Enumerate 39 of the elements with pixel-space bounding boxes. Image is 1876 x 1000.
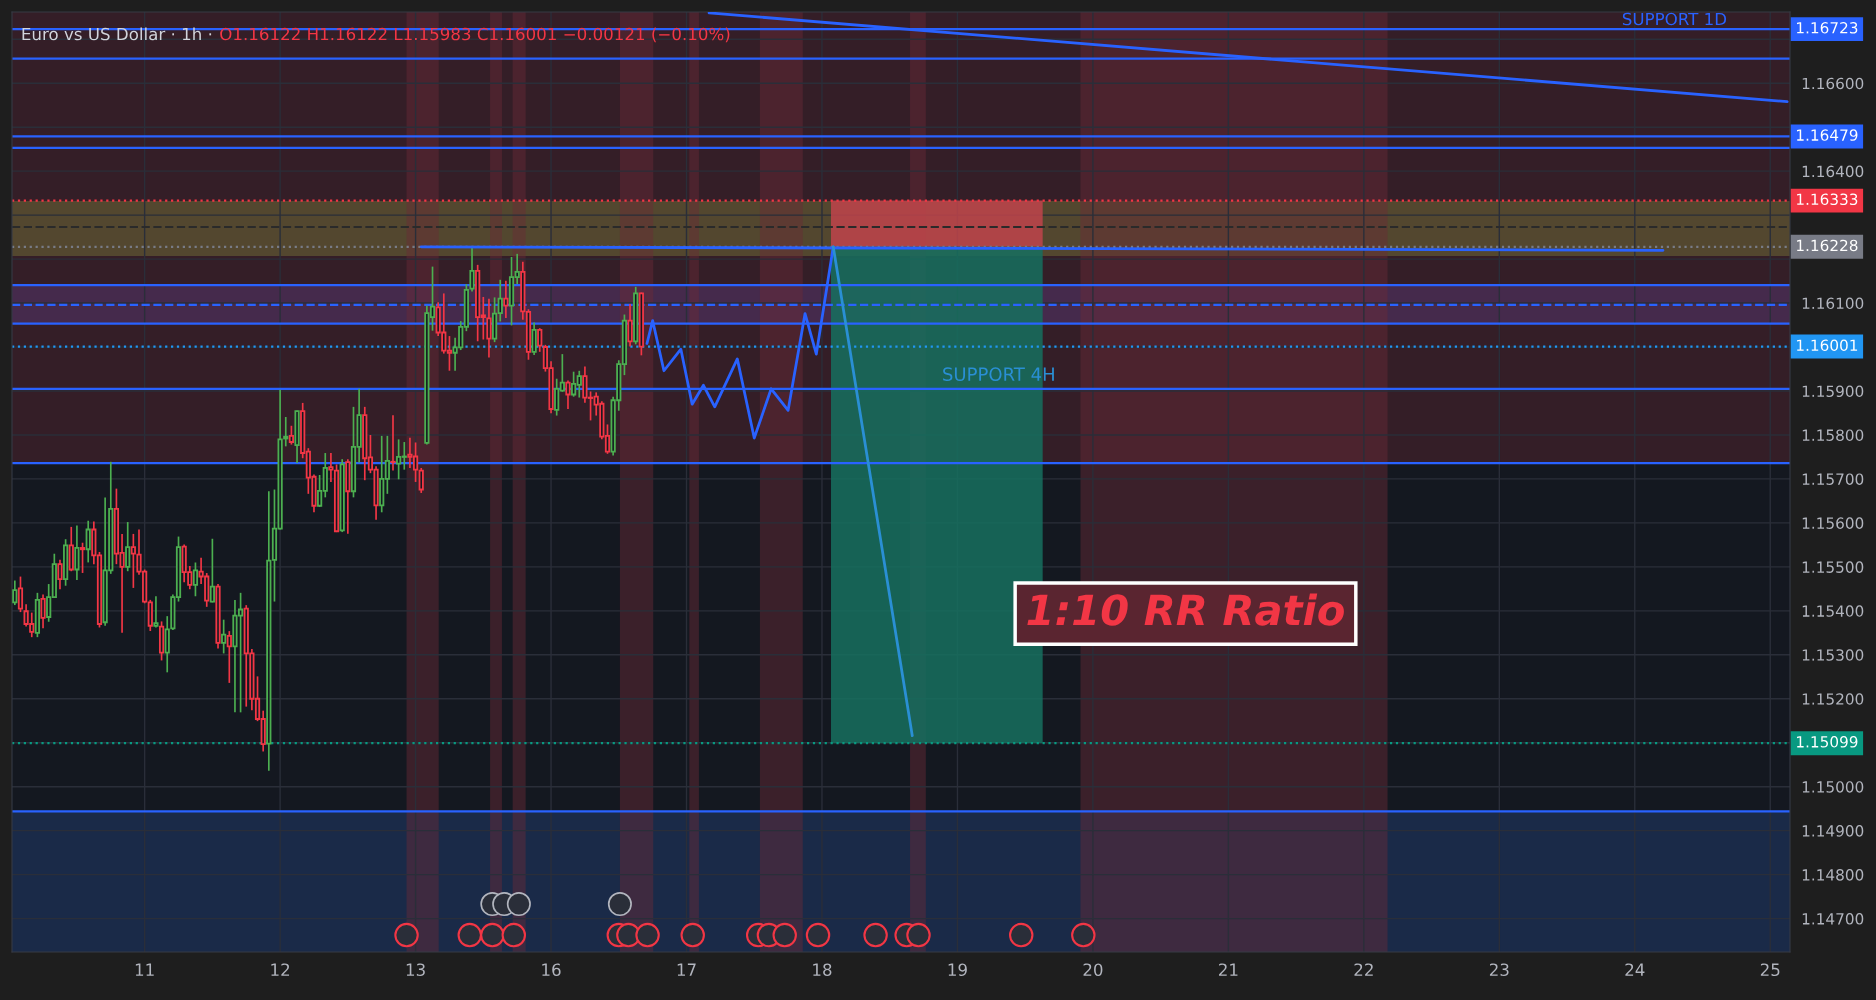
y-tick-label: 1.15400 <box>1802 605 1864 617</box>
x-tick-label: 22 <box>1354 963 1373 976</box>
y-tick-label: 1.15700 <box>1802 473 1864 485</box>
x-tick-label: 18 <box>813 963 832 977</box>
x-tick-label: 17 <box>677 963 696 976</box>
text: Euro vs US Dollar · 1h · <box>22 27 212 41</box>
x-tick-label: 19 <box>948 963 967 977</box>
y-tick-label: 1.16100 <box>1802 297 1864 310</box>
annotation: 1:10 RR Ratio <box>1027 593 1344 626</box>
x-tick-label: 21 <box>1218 963 1238 976</box>
annotation: SUPPORT 1D <box>1622 12 1727 26</box>
ref-line-label: 1.16228 <box>1797 239 1858 252</box>
ref-line-label: 1.16479 <box>1797 129 1858 141</box>
x-tick-label: 23 <box>1489 963 1509 977</box>
x-tick-label: 24 <box>1625 963 1645 976</box>
y-tick-label: 1.16600 <box>1802 77 1864 90</box>
y-tick-label: 1.14900 <box>1802 825 1864 837</box>
x-tick-label: 20 <box>1083 963 1103 977</box>
x-tick-label: 16 <box>542 963 561 977</box>
y-tick-label: 1.16400 <box>1802 165 1864 178</box>
ref-line-label: 1.15099 <box>1797 736 1858 748</box>
y-tick-label: 1.15900 <box>1802 385 1864 398</box>
text: O1.16122 H1.16122 L1.15983 C1.16001 −0.00121 (−0.10%) <box>220 27 730 43</box>
x-tick-label: 12 <box>271 963 290 976</box>
y-tick-label: 1.15200 <box>1802 693 1864 705</box>
y-tick-label: 1.15500 <box>1802 561 1864 573</box>
y-tick-label: 1.15000 <box>1802 781 1864 793</box>
y-tick-label: 1.15800 <box>1802 429 1864 441</box>
x-tick-label: 13 <box>406 963 425 977</box>
y-tick-label: 1.15600 <box>1802 517 1864 529</box>
annotation: SUPPORT 4H <box>943 367 1054 382</box>
ref-line-label: 1.16001 <box>1797 339 1858 352</box>
y-tick-label: 1.15300 <box>1802 649 1864 661</box>
ref-line-label: 1.16333 <box>1797 193 1858 206</box>
y-tick-label: 1.14700 <box>1802 913 1864 925</box>
y-tick-label: 1.14800 <box>1802 869 1864 881</box>
x-tick-label: 25 <box>1760 963 1780 977</box>
x-tick-label: 11 <box>135 963 154 976</box>
ref-line-label: 1.16723 <box>1797 22 1858 34</box>
